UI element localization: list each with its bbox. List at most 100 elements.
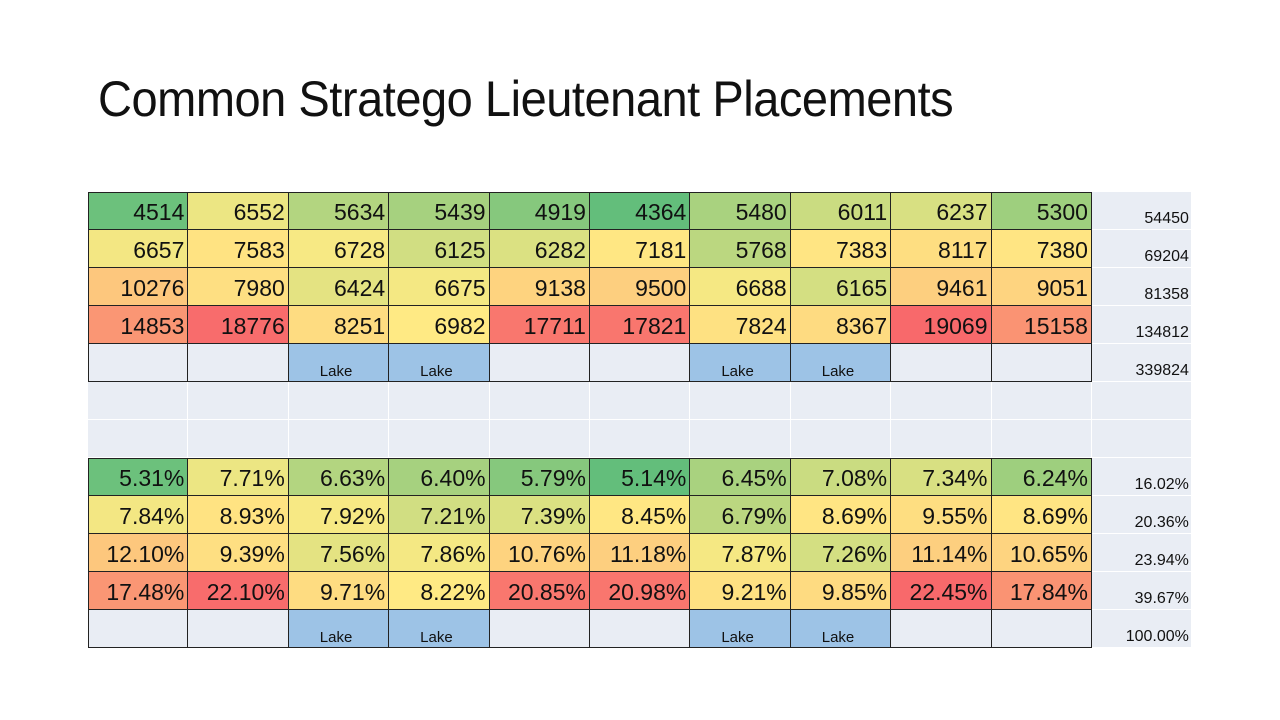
count-cell: 9138 — [489, 268, 590, 306]
percent-cell: 8.45% — [589, 496, 691, 534]
count-cell: 7980 — [188, 268, 289, 306]
count-cell: 6165 — [790, 268, 892, 306]
percent-row-total: 16.02% — [1091, 458, 1191, 496]
count-cell: 15158 — [991, 306, 1092, 344]
count-cell: 7380 — [991, 230, 1092, 268]
percent-cell: 10.76% — [489, 534, 590, 572]
percent-grand-total: 100.00% — [1091, 610, 1191, 648]
spacer-cell — [288, 420, 390, 458]
spacer-cell — [891, 382, 992, 420]
count-cell: 6125 — [389, 230, 490, 268]
count-cell: 6237 — [891, 192, 992, 230]
percent-cell: 9.85% — [790, 572, 892, 610]
spacer-cell — [389, 420, 490, 458]
count-cell: 17711 — [489, 306, 590, 344]
percent-cell: 7.84% — [88, 496, 189, 534]
spacer-cell — [891, 420, 992, 458]
count-cell: 7824 — [690, 306, 791, 344]
spacer-cell — [188, 382, 289, 420]
spacer-cell — [288, 382, 390, 420]
count-grand-total: 339824 — [1091, 344, 1191, 382]
percent-cell: 6.45% — [690, 458, 791, 496]
percent-cell: 7.34% — [891, 458, 992, 496]
spacer-cell — [489, 382, 590, 420]
percent-row-total: 39.67% — [1091, 572, 1191, 610]
back-row-cell — [188, 344, 289, 382]
percent-cell: 7.39% — [489, 496, 590, 534]
lake-cell: Lake — [389, 610, 490, 648]
count-cell: 6688 — [690, 268, 791, 306]
lake-cell: Lake — [690, 344, 791, 382]
back-row-cell — [88, 344, 189, 382]
percent-cell: 7.56% — [288, 534, 390, 572]
count-cell: 10276 — [88, 268, 189, 306]
percent-cell: 20.98% — [589, 572, 691, 610]
spacer-cell — [690, 382, 791, 420]
percent-cell: 7.87% — [690, 534, 791, 572]
percent-cell: 22.45% — [891, 572, 992, 610]
percent-cell: 17.84% — [991, 572, 1092, 610]
count-cell: 6675 — [389, 268, 490, 306]
count-cell: 19069 — [891, 306, 992, 344]
percent-cell: 9.71% — [288, 572, 390, 610]
count-row-total: 54450 — [1091, 192, 1191, 230]
percent-cell: 8.69% — [790, 496, 892, 534]
percent-cell: 12.10% — [88, 534, 189, 572]
count-row-total: 134812 — [1091, 306, 1191, 344]
count-cell: 6282 — [489, 230, 590, 268]
count-cell: 5480 — [690, 192, 791, 230]
back-row-cell — [489, 344, 590, 382]
spacer-cell — [88, 420, 189, 458]
spacer-cell — [188, 420, 289, 458]
percent-cell: 7.26% — [790, 534, 892, 572]
percent-cell: 7.21% — [389, 496, 490, 534]
count-cell: 4919 — [489, 192, 590, 230]
count-cell: 6011 — [790, 192, 892, 230]
percent-cell: 8.22% — [389, 572, 490, 610]
count-cell: 4514 — [88, 192, 189, 230]
slide-title: Common Stratego Lieutenant Placements — [98, 71, 954, 127]
count-cell: 8367 — [790, 306, 892, 344]
count-cell: 5439 — [389, 192, 490, 230]
percent-cell: 22.10% — [188, 572, 289, 610]
count-cell: 7583 — [188, 230, 289, 268]
spacer-cell — [589, 420, 691, 458]
percent-cell: 8.69% — [991, 496, 1092, 534]
percent-cell: 8.93% — [188, 496, 289, 534]
percent-cell: 6.24% — [991, 458, 1092, 496]
percent-cell: 9.55% — [891, 496, 992, 534]
spacer-cell — [389, 382, 490, 420]
percent-cell: 7.71% — [188, 458, 289, 496]
lake-cell: Lake — [790, 344, 892, 382]
spacer-cell — [790, 420, 892, 458]
count-cell: 5300 — [991, 192, 1092, 230]
count-cell: 6657 — [88, 230, 189, 268]
spacer-cell — [991, 420, 1092, 458]
spacer-cell — [790, 382, 892, 420]
count-cell: 14853 — [88, 306, 189, 344]
count-cell: 9500 — [589, 268, 691, 306]
percent-cell: 7.86% — [389, 534, 490, 572]
percent-cell: 11.14% — [891, 534, 992, 572]
back-row-cell — [589, 344, 691, 382]
percent-row-total: 20.36% — [1091, 496, 1191, 534]
percent-cell: 20.85% — [489, 572, 590, 610]
percent-cell: 5.31% — [88, 458, 189, 496]
percent-cell: 5.79% — [489, 458, 590, 496]
lake-cell: Lake — [288, 610, 390, 648]
percent-cell: 7.08% — [790, 458, 892, 496]
spacer-cell — [489, 420, 590, 458]
count-cell: 7181 — [589, 230, 691, 268]
count-cell: 9461 — [891, 268, 992, 306]
spacer-cell — [690, 420, 791, 458]
spacer-cell — [1091, 420, 1191, 458]
count-cell: 6982 — [389, 306, 490, 344]
lake-cell: Lake — [288, 344, 390, 382]
count-row-total: 81358 — [1091, 268, 1191, 306]
count-cell: 6552 — [188, 192, 289, 230]
back-row-cell — [589, 610, 691, 648]
percent-cell: 10.65% — [991, 534, 1092, 572]
count-cell: 9051 — [991, 268, 1092, 306]
count-cell: 8117 — [891, 230, 992, 268]
lake-cell: Lake — [389, 344, 490, 382]
